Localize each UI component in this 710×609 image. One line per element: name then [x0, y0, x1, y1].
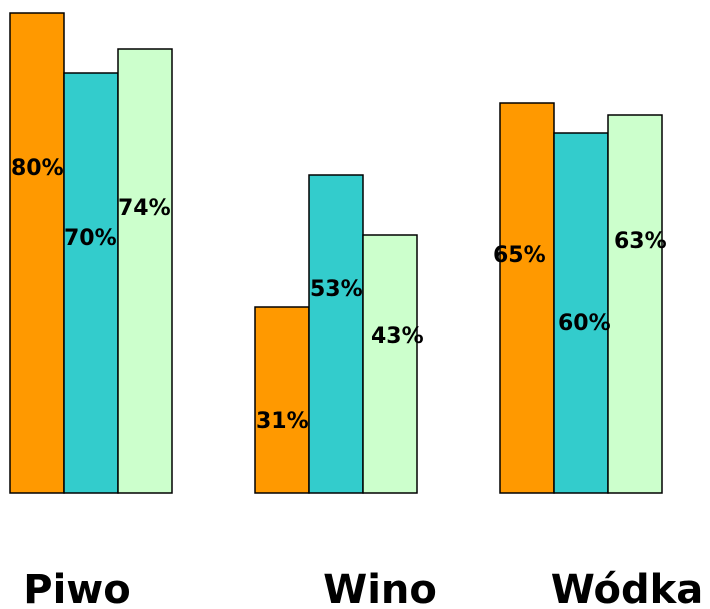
- category-label-wino: Wino: [323, 567, 437, 605]
- value-label-wódka-series-1: 65%: [493, 243, 546, 268]
- bar-piwo-series-2: [63, 72, 119, 494]
- value-label-piwo-series-2: 70%: [64, 226, 117, 251]
- value-label-piwo-series-1: 80%: [11, 156, 64, 181]
- bar-piwo-series-1: [9, 12, 65, 494]
- value-labels-layer: 80% 31% 65% 70% 53% 60% 74% 43% 63%: [11, 156, 667, 434]
- category-labels-layer: Piwo Wino Wódka: [23, 567, 703, 609]
- bars-layer: [9, 12, 663, 494]
- value-label-wino-series-1: 31%: [256, 409, 309, 434]
- value-label-wódka-series-3: 63%: [614, 229, 667, 254]
- value-label-wino-series-2: 53%: [310, 277, 363, 302]
- bar-wódka-series-1: [499, 102, 555, 494]
- value-label-piwo-series-3: 74%: [118, 196, 171, 221]
- bar-wódka-series-2: [553, 132, 609, 494]
- category-label-piwo: Piwo: [23, 567, 130, 605]
- value-label-wódka-series-2: 60%: [558, 311, 611, 336]
- category-label-wódka: Wódka: [551, 567, 703, 605]
- bar-piwo-series-3: [117, 48, 173, 494]
- bar-wino-series-2: [308, 174, 364, 494]
- bar-wino-series-1: [254, 306, 310, 494]
- bar-wino-series-3: [362, 234, 418, 494]
- value-label-wino-series-3: 43%: [371, 324, 424, 349]
- bar-wódka-series-3: [607, 114, 663, 494]
